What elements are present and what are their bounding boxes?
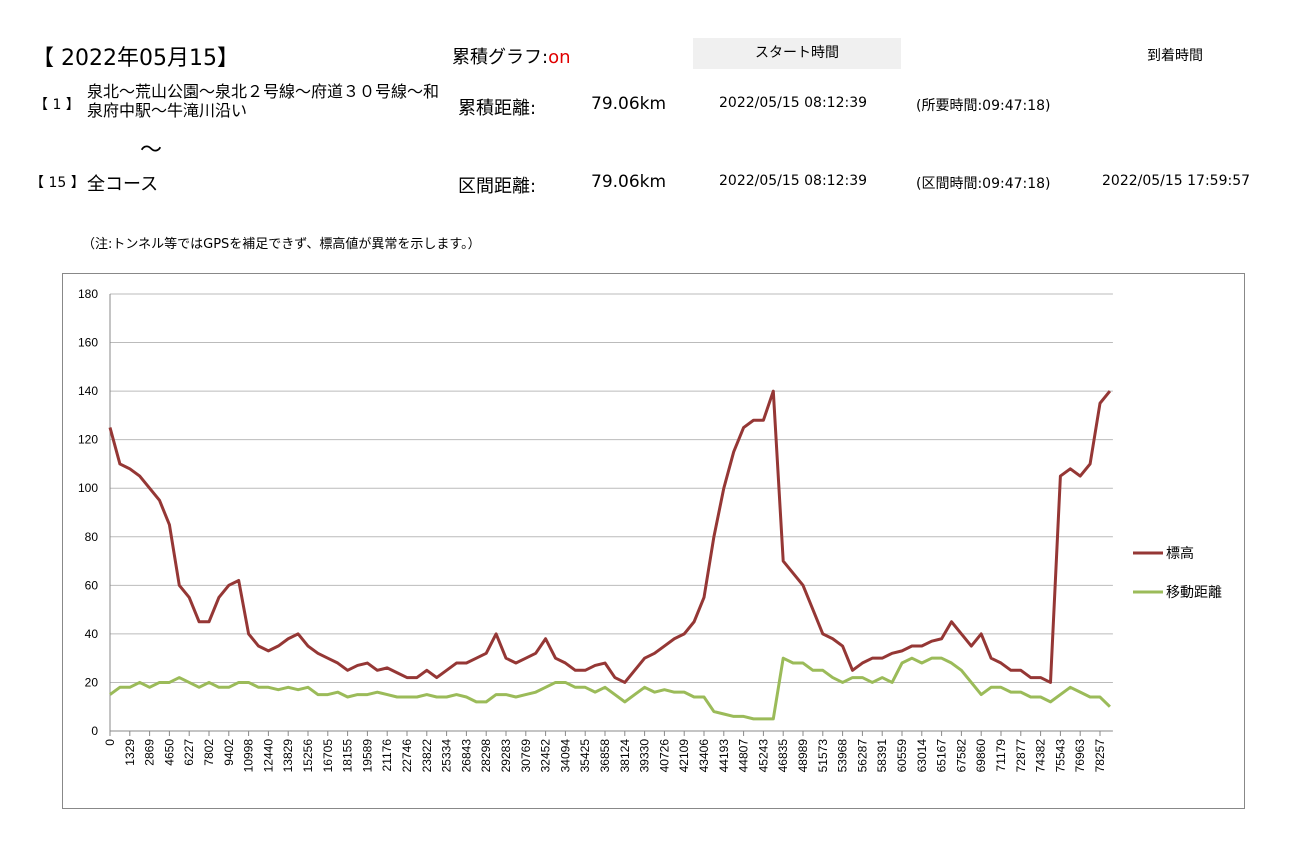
series-line [108,389,1112,684]
total-start: 2022/05/15 08:12:39 [719,95,868,111]
x-tick-label: 30769 [519,739,533,773]
x-tick-label: 16705 [321,739,335,773]
y-tick-label: 160 [78,336,98,350]
x-tick-label: 22746 [400,739,414,773]
y-tick-label: 60 [85,578,99,592]
x-tick-label: 72877 [1014,739,1028,773]
y-tick-label: 120 [78,433,98,447]
x-tick-label: 56287 [855,739,869,773]
y-tick-label: 140 [78,384,98,398]
arrival-header: 到着時間 [1147,48,1203,64]
x-tick-label: 35425 [578,739,592,773]
x-tick-label: 1329 [123,739,137,766]
x-tick-label: 51573 [816,739,830,773]
x-tick-label: 69860 [974,739,988,773]
x-tick-label: 4650 [162,739,176,766]
tilde: ～ [140,138,163,163]
x-tick-label: 2869 [143,739,157,766]
graph-state[interactable]: on [548,47,571,68]
x-tick-label: 9402 [222,739,236,766]
y-tick-label: 20 [85,675,99,689]
section-label: 区間距離: [458,176,537,197]
total-distance: 79.06km [591,94,667,114]
to-no: 【 15 】 [30,175,85,191]
graph-label-text: 累積グラフ: [452,47,549,68]
legend-label: 標高 [1166,545,1194,561]
x-tick-label: 45243 [756,739,770,773]
x-tick-label: 42109 [677,739,691,773]
y-tick-label: 40 [85,627,99,641]
x-tick-label: 21176 [380,739,394,772]
section-start: 2022/05/15 08:12:39 [719,173,868,189]
to-course: 全コース [87,174,159,195]
x-tick-label: 29283 [499,739,513,773]
date-title: 【 2022年05月15】 [32,46,239,71]
x-tick-label: 46835 [776,739,790,773]
x-tick-label: 39330 [638,739,652,773]
x-tick-label: 26843 [459,739,473,773]
x-tick-label: 63014 [915,739,929,773]
x-tick-label: 6227 [182,739,196,766]
x-tick-label: 67582 [954,739,968,773]
x-tick-label: 53968 [836,739,850,773]
note: （注:トンネル等ではGPSを補足できず、標高値が異常を示します。） [82,237,481,252]
x-tick-label: 0 [103,739,117,746]
x-tick-label: 7802 [202,739,216,766]
section-distance: 79.06km [591,172,667,192]
total-duration: (所要時間:09:47:18) [916,98,1051,114]
total-label: 累積距離: [458,98,537,119]
start-header: スタート時間 [693,38,901,69]
y-tick-label: 80 [85,530,99,544]
x-tick-label: 15256 [301,739,315,773]
graph-label: 累積グラフ:on [452,43,571,69]
x-tick-label: 18155 [341,739,355,773]
x-tick-label: 71179 [994,739,1008,772]
legend-label: 移動距離 [1166,584,1222,600]
x-tick-label: 76963 [1073,739,1087,773]
x-tick-label: 38124 [618,739,632,773]
y-tick-label: 100 [78,481,98,495]
x-tick-label: 12440 [261,739,275,773]
x-tick-label: 75543 [1053,739,1067,773]
x-tick-label: 58391 [875,739,889,773]
y-tick-label: 0 [91,724,98,738]
x-tick-label: 19589 [360,739,374,773]
x-tick-label: 60559 [895,739,909,773]
x-tick-label: 65167 [935,739,949,773]
section-duration: (区間時間:09:47:18) [916,176,1051,192]
from-course: 泉北～荒山公園～泉北２号線～府道３０号線～和泉府中駅～牛滝川沿い [87,82,440,120]
chart-frame [62,273,1245,809]
x-tick-label: 32452 [539,739,553,773]
x-tick-label: 36858 [598,739,612,773]
x-tick-label: 28298 [479,739,493,773]
x-tick-label: 44807 [737,739,751,773]
x-tick-label: 74382 [1034,739,1048,773]
x-tick-label: 25334 [440,739,454,773]
section-arrival: 2022/05/15 17:59:57 [1102,173,1251,189]
x-tick-label: 78257 [1093,739,1107,773]
x-tick-label: 34094 [558,739,572,773]
series-line [109,656,1111,721]
y-tick-label: 180 [78,287,98,301]
from-no: 【 1 】 [34,97,80,113]
x-tick-label: 23822 [420,739,434,773]
x-tick-label: 44193 [717,739,731,773]
x-tick-label: 40726 [657,739,671,773]
x-tick-label: 10998 [242,739,256,773]
x-tick-label: 13829 [281,739,295,773]
x-tick-label: 43406 [697,739,711,773]
x-tick-label: 48989 [796,739,810,773]
